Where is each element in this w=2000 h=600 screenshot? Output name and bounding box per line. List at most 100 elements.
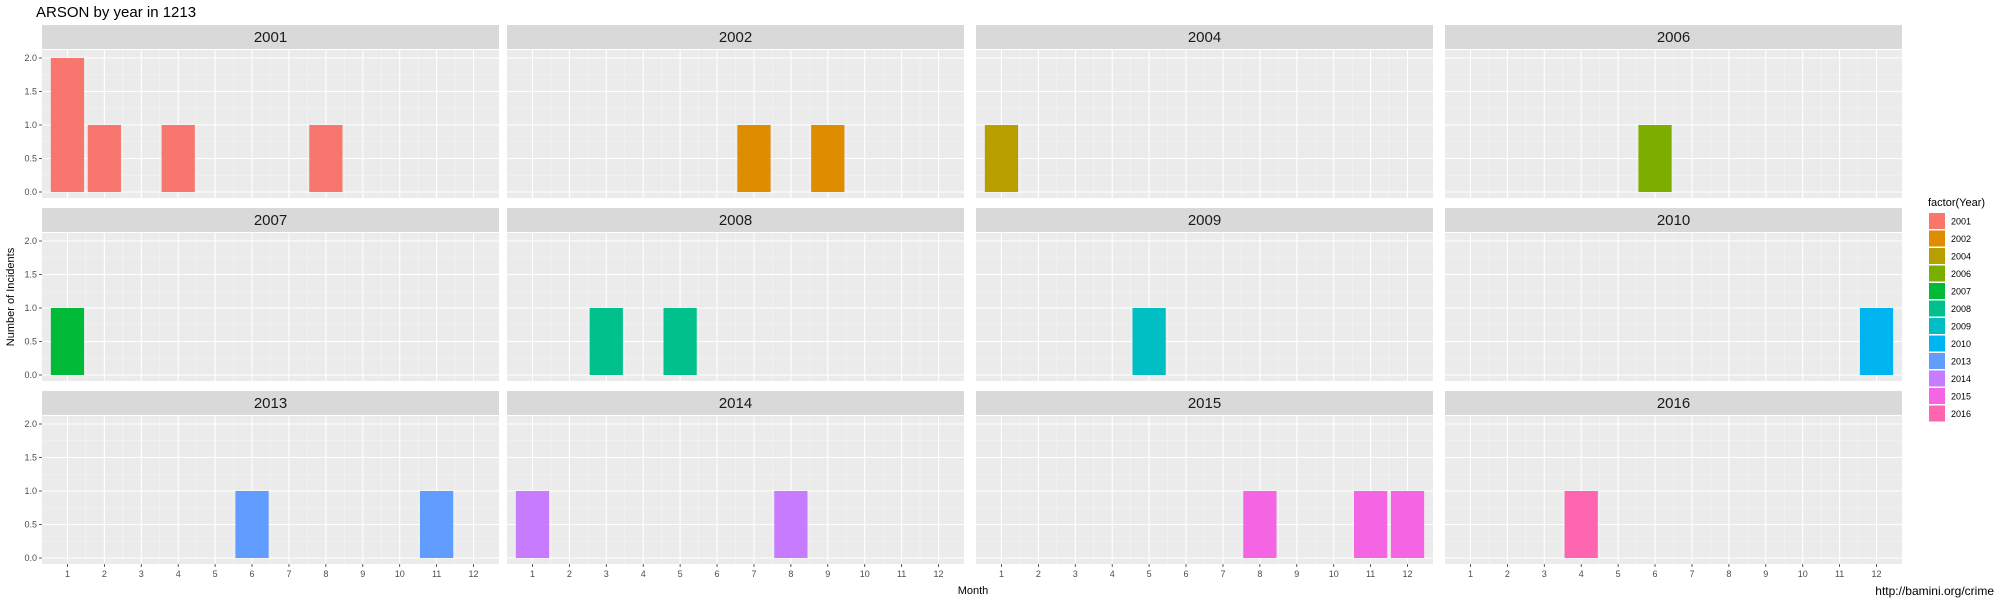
x-tick-label: 4 — [1110, 569, 1115, 579]
x-tick-label: 2 — [567, 569, 572, 579]
legend-label-2015: 2015 — [1951, 392, 1971, 402]
y-tick-label: 1.0 — [24, 486, 37, 496]
x-tick-label: 12 — [1403, 569, 1413, 579]
gridlines — [42, 50, 499, 198]
x-tick-label: 12 — [1872, 569, 1882, 579]
facet-strip-label: 2014 — [719, 395, 752, 412]
y-tick-label: 1.0 — [24, 120, 37, 130]
x-tick-label: 4 — [176, 569, 181, 579]
bar-2014-month-1 — [515, 491, 550, 558]
facet-strip — [42, 391, 499, 415]
x-tick-label: 11 — [897, 569, 906, 579]
legend-label-2009: 2009 — [1951, 322, 1971, 332]
legend-label-2008: 2008 — [1951, 304, 1971, 314]
facet-2004: 2004 — [976, 25, 1433, 198]
x-tick-label: 11 — [432, 569, 441, 579]
x-tick-label: 2 — [1036, 569, 1041, 579]
x-tick-label: 7 — [751, 569, 756, 579]
x-tick-label: 9 — [360, 569, 365, 579]
legend-key-2004 — [1929, 248, 1945, 264]
bar-2015-month-12 — [1390, 491, 1425, 558]
x-tick-label: 10 — [395, 569, 405, 579]
bar-2013-month-11 — [420, 491, 454, 558]
x-tick-label: 5 — [678, 569, 683, 579]
facet-strip — [976, 25, 1433, 49]
y-tick-label: 1.5 — [24, 87, 37, 97]
facet-2002: 2002 — [507, 25, 964, 198]
legend-key-2016 — [1929, 405, 1945, 422]
x-tick-label: 3 — [139, 569, 144, 579]
x-tick-label: 6 — [1184, 569, 1189, 579]
facet-2009: 2009 — [976, 208, 1433, 381]
x-tick-label: 11 — [1835, 569, 1844, 579]
x-tick-label: 12 — [469, 569, 479, 579]
y-tick-label: 1.5 — [24, 453, 37, 463]
facet-strip-label: 2004 — [1188, 29, 1221, 46]
gridlines — [976, 233, 1433, 381]
x-tick-label: 8 — [1726, 569, 1731, 579]
legend-label-2010: 2010 — [1951, 339, 1971, 349]
bar-2002-month-7 — [737, 125, 771, 192]
facet-strip — [976, 391, 1433, 415]
legend-key-2009 — [1929, 318, 1945, 334]
y-tick-label: 0.5 — [24, 337, 37, 347]
x-tick-label: 4 — [641, 569, 646, 579]
bar-2008-month-5 — [663, 308, 697, 375]
x-tick-label: 8 — [1257, 569, 1262, 579]
legend-label-2004: 2004 — [1951, 252, 1971, 262]
bar-2004-month-1 — [984, 125, 1019, 192]
x-tick-label: 3 — [1542, 569, 1547, 579]
gridlines — [1445, 233, 1902, 381]
x-tick-label: 11 — [1366, 569, 1375, 579]
facet-strip-label: 2010 — [1657, 212, 1690, 229]
x-tick-label: 8 — [788, 569, 793, 579]
facet-panels: 2001 0.0 0.5 1.0 1.5 2.0 2002 2004 2006 2007 0.0 0.… — [24, 25, 1902, 579]
bar-2009-month-5 — [1132, 308, 1166, 375]
legend-label-2001: 2001 — [1951, 217, 1971, 227]
x-tick-label: 8 — [323, 569, 328, 579]
bar-2002-month-9 — [811, 125, 845, 192]
legend-label-2013: 2013 — [1951, 357, 1971, 367]
gridlines — [976, 50, 1433, 198]
bar-2015-month-11 — [1354, 491, 1388, 558]
facet-2001: 2001 0.0 0.5 1.0 1.5 2.0 — [24, 25, 499, 198]
gridlines — [42, 233, 499, 381]
legend-key-2006 — [1929, 265, 1945, 282]
facet-strip-label: 2008 — [719, 212, 752, 229]
bar-2007-month-1 — [50, 308, 85, 375]
bar-2006-month-6 — [1638, 125, 1672, 192]
bar-2015-month-8 — [1243, 491, 1277, 558]
facet-strip — [976, 208, 1433, 232]
legend-key-2010 — [1929, 335, 1945, 352]
legend-label-2016: 2016 — [1951, 409, 1971, 419]
x-tick-label: 6 — [1653, 569, 1658, 579]
x-tick-label: 2 — [1505, 569, 1510, 579]
facet-2010: 2010 — [1445, 208, 1902, 381]
x-tick-label: 5 — [1616, 569, 1621, 579]
x-tick-label: 7 — [286, 569, 291, 579]
bar-2001-month-2 — [87, 125, 121, 192]
bar-2013-month-6 — [235, 491, 269, 558]
bar-2008-month-3 — [589, 308, 623, 375]
facet-strip-label: 2002 — [719, 29, 752, 46]
bar-2001-month-4 — [161, 125, 195, 192]
facet-2006: 2006 — [1445, 25, 1902, 198]
x-tick-label: 5 — [1147, 569, 1152, 579]
y-tick-label: 1.0 — [24, 303, 37, 313]
y-tick-label: 2.0 — [24, 53, 37, 63]
facet-strip-label: 2001 — [254, 29, 287, 46]
facet-strip — [1445, 25, 1902, 49]
source-caption: http://bamini.org/crime — [1875, 584, 1994, 598]
y-tick-label: 0.0 — [24, 370, 37, 380]
y-tick-label: 2.0 — [24, 236, 37, 246]
facet-strip-label: 2007 — [254, 212, 287, 229]
gridlines — [1445, 50, 1902, 198]
x-tick-label: 9 — [1763, 569, 1768, 579]
x-tick-label: 3 — [604, 569, 609, 579]
legend-key-2008 — [1929, 300, 1945, 317]
facet-strip — [1445, 391, 1902, 415]
y-tick-label: 2.0 — [24, 419, 37, 429]
facet-strip — [1445, 208, 1902, 232]
